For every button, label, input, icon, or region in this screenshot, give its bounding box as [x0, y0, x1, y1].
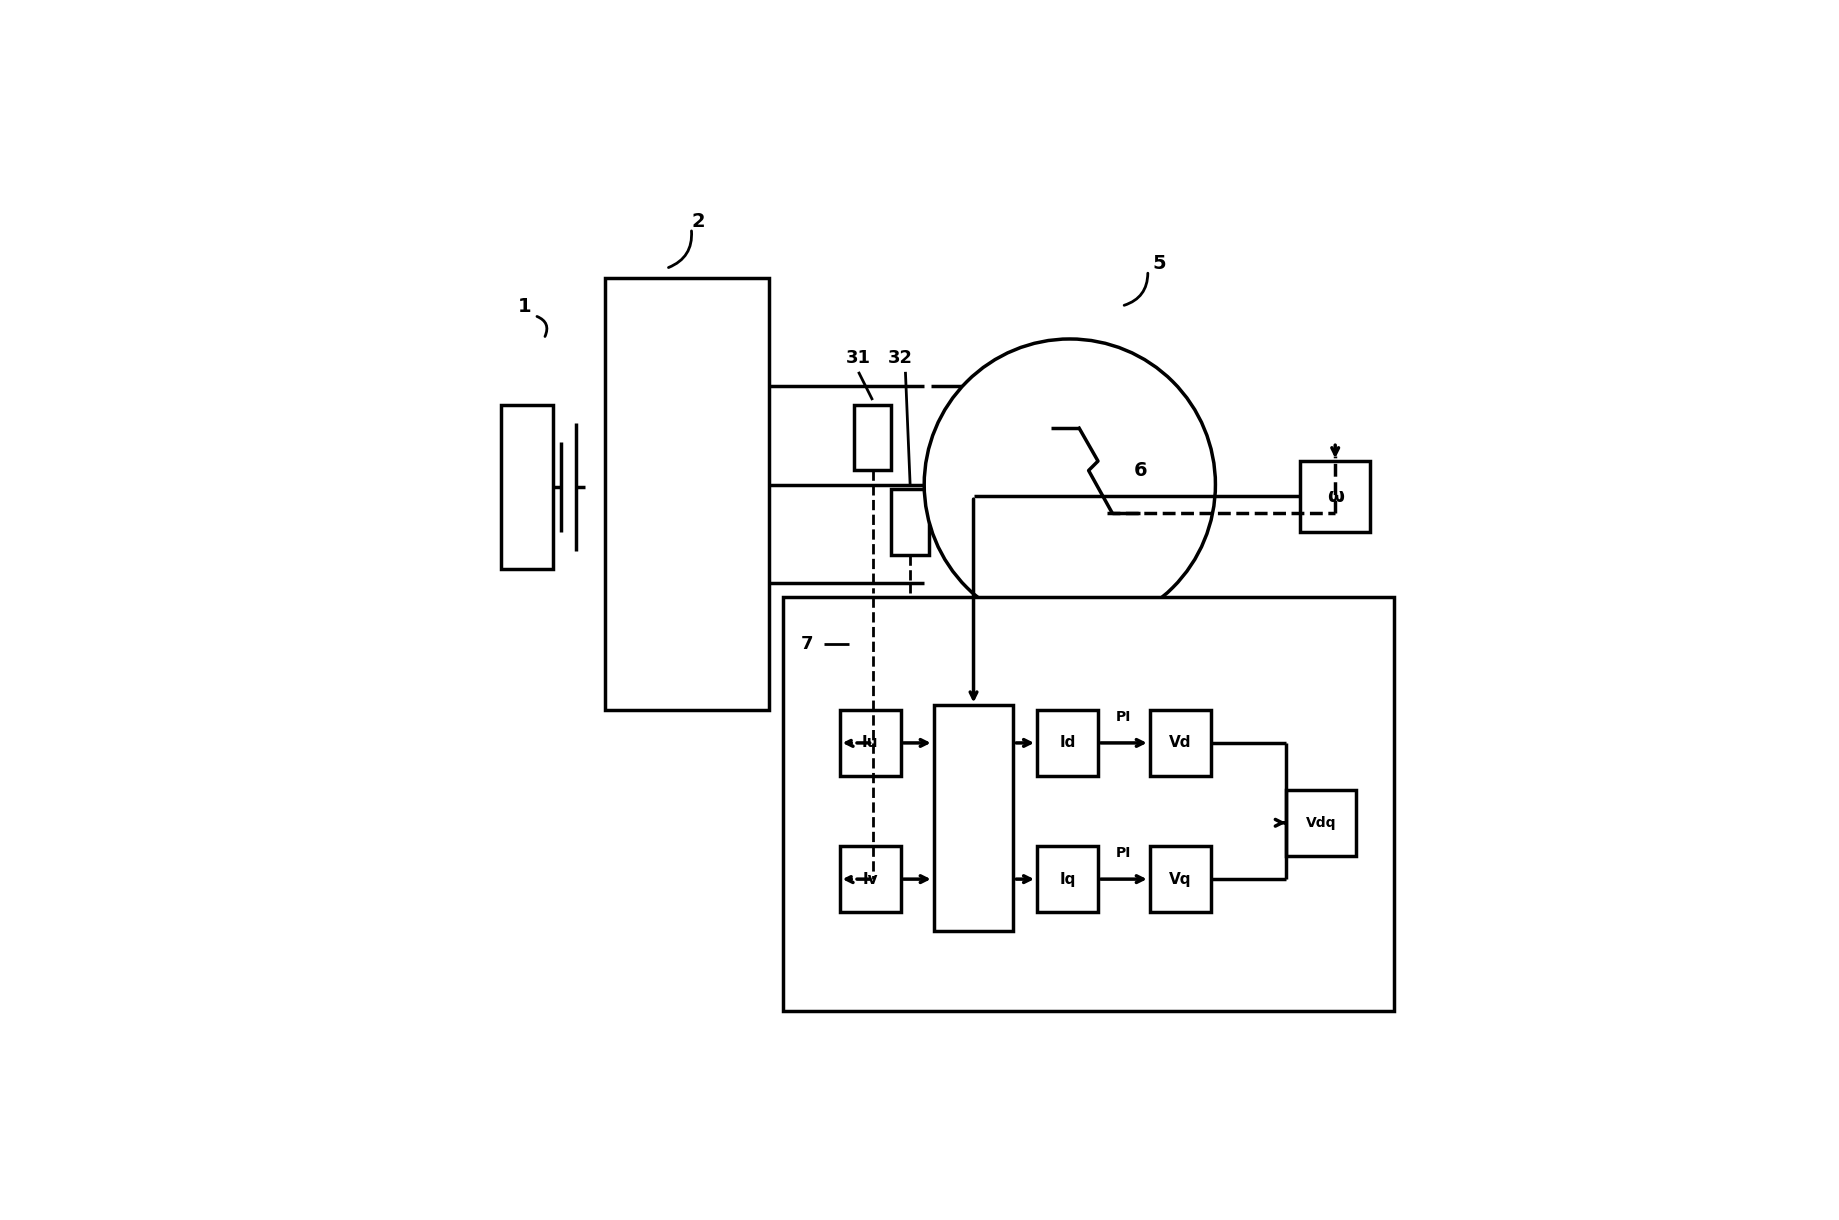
- Text: 1: 1: [519, 296, 531, 316]
- Text: PI: PI: [1116, 710, 1131, 723]
- Bar: [1300, 461, 1370, 532]
- Bar: [1149, 710, 1210, 776]
- Text: 7: 7: [800, 636, 813, 653]
- Bar: [839, 710, 901, 776]
- Bar: [853, 405, 890, 471]
- Bar: [1285, 789, 1355, 855]
- Bar: [1037, 710, 1098, 776]
- Bar: [932, 705, 1013, 931]
- Text: Iv: Iv: [862, 871, 877, 887]
- Text: Vdq: Vdq: [1306, 816, 1335, 830]
- Circle shape: [923, 339, 1216, 631]
- Bar: [839, 847, 901, 913]
- Text: PI: PI: [1116, 845, 1131, 860]
- Bar: [783, 598, 1394, 1010]
- Text: 32: 32: [888, 349, 912, 367]
- Text: 2: 2: [691, 212, 704, 231]
- Text: Vd: Vd: [1168, 736, 1192, 750]
- Text: Iq: Iq: [1059, 871, 1076, 887]
- Text: Vq: Vq: [1168, 871, 1192, 887]
- Text: Iu: Iu: [861, 736, 877, 750]
- Text: 5: 5: [1151, 254, 1166, 273]
- Bar: [502, 405, 554, 570]
- Text: ω: ω: [1326, 487, 1342, 506]
- Text: Id: Id: [1059, 736, 1076, 750]
- Text: 6: 6: [1133, 461, 1146, 479]
- Bar: [890, 489, 929, 555]
- Bar: [605, 278, 769, 710]
- Text: 31: 31: [846, 349, 870, 367]
- Bar: [1149, 847, 1210, 913]
- Bar: [1037, 847, 1098, 913]
